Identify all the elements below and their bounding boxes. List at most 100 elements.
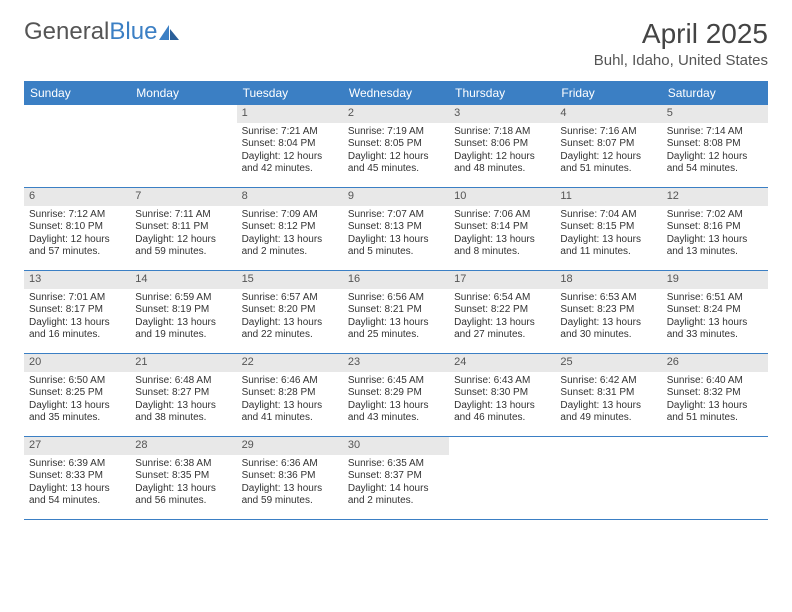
daylight-text: Daylight: 13 hours and 41 minutes. xyxy=(242,400,338,425)
sunrise-text: Sunrise: 6:53 AM xyxy=(560,292,656,305)
cell-body: Sunrise: 7:11 AMSunset: 8:11 PMDaylight:… xyxy=(130,206,236,263)
sunrise-text: Sunrise: 6:42 AM xyxy=(560,375,656,388)
sunset-text: Sunset: 8:06 PM xyxy=(454,138,550,151)
calendar-cell: 4Sunrise: 7:16 AMSunset: 8:07 PMDaylight… xyxy=(555,105,661,187)
calendar-cell: 27Sunrise: 6:39 AMSunset: 8:33 PMDayligh… xyxy=(24,437,130,519)
sunrise-text: Sunrise: 6:40 AM xyxy=(667,375,763,388)
sunset-text: Sunset: 8:27 PM xyxy=(135,387,231,400)
day-number: 1 xyxy=(237,105,343,123)
sunset-text: Sunset: 8:20 PM xyxy=(242,304,338,317)
cell-body: Sunrise: 7:01 AMSunset: 8:17 PMDaylight:… xyxy=(24,289,130,346)
daylight-text: Daylight: 12 hours and 51 minutes. xyxy=(560,151,656,176)
sunset-text: Sunset: 8:23 PM xyxy=(560,304,656,317)
cell-body: Sunrise: 6:51 AMSunset: 8:24 PMDaylight:… xyxy=(662,289,768,346)
cell-body: Sunrise: 7:07 AMSunset: 8:13 PMDaylight:… xyxy=(343,206,449,263)
daylight-text: Daylight: 13 hours and 59 minutes. xyxy=(242,483,338,508)
sunrise-text: Sunrise: 7:18 AM xyxy=(454,126,550,139)
day-header: Saturday xyxy=(662,81,768,105)
day-number: 21 xyxy=(130,354,236,372)
daylight-text: Daylight: 13 hours and 51 minutes. xyxy=(667,400,763,425)
calendar-cell: 25Sunrise: 6:42 AMSunset: 8:31 PMDayligh… xyxy=(555,354,661,436)
daylight-text: Daylight: 13 hours and 38 minutes. xyxy=(135,400,231,425)
cell-body: Sunrise: 6:56 AMSunset: 8:21 PMDaylight:… xyxy=(343,289,449,346)
cell-body: Sunrise: 6:50 AMSunset: 8:25 PMDaylight:… xyxy=(24,372,130,429)
day-number: 13 xyxy=(24,271,130,289)
sunrise-text: Sunrise: 6:48 AM xyxy=(135,375,231,388)
cell-body: Sunrise: 7:16 AMSunset: 8:07 PMDaylight:… xyxy=(555,123,661,180)
sunset-text: Sunset: 8:08 PM xyxy=(667,138,763,151)
day-number: 17 xyxy=(449,271,555,289)
sunset-text: Sunset: 8:10 PM xyxy=(29,221,125,234)
cell-body: Sunrise: 6:43 AMSunset: 8:30 PMDaylight:… xyxy=(449,372,555,429)
day-number: 3 xyxy=(449,105,555,123)
day-number: 24 xyxy=(449,354,555,372)
sunrise-text: Sunrise: 7:12 AM xyxy=(29,209,125,222)
daylight-text: Daylight: 14 hours and 2 minutes. xyxy=(348,483,444,508)
cell-body: Sunrise: 6:59 AMSunset: 8:19 PMDaylight:… xyxy=(130,289,236,346)
calendar-body: 1Sunrise: 7:21 AMSunset: 8:04 PMDaylight… xyxy=(24,105,768,520)
sunset-text: Sunset: 8:17 PM xyxy=(29,304,125,317)
sunset-text: Sunset: 8:04 PM xyxy=(242,138,338,151)
day-number: 26 xyxy=(662,354,768,372)
day-number: 19 xyxy=(662,271,768,289)
sunset-text: Sunset: 8:30 PM xyxy=(454,387,550,400)
sunset-text: Sunset: 8:36 PM xyxy=(242,470,338,483)
sunrise-text: Sunrise: 7:06 AM xyxy=(454,209,550,222)
calendar-cell xyxy=(662,437,768,519)
calendar-cell xyxy=(24,105,130,187)
calendar-cell: 2Sunrise: 7:19 AMSunset: 8:05 PMDaylight… xyxy=(343,105,449,187)
daylight-text: Daylight: 13 hours and 43 minutes. xyxy=(348,400,444,425)
calendar-week: 27Sunrise: 6:39 AMSunset: 8:33 PMDayligh… xyxy=(24,437,768,520)
sunset-text: Sunset: 8:37 PM xyxy=(348,470,444,483)
day-number: 29 xyxy=(237,437,343,455)
calendar-cell: 3Sunrise: 7:18 AMSunset: 8:06 PMDaylight… xyxy=(449,105,555,187)
daylight-text: Daylight: 13 hours and 2 minutes. xyxy=(242,234,338,259)
sunset-text: Sunset: 8:29 PM xyxy=(348,387,444,400)
calendar-cell: 9Sunrise: 7:07 AMSunset: 8:13 PMDaylight… xyxy=(343,188,449,270)
sunset-text: Sunset: 8:22 PM xyxy=(454,304,550,317)
sunrise-text: Sunrise: 7:16 AM xyxy=(560,126,656,139)
cell-body: Sunrise: 7:18 AMSunset: 8:06 PMDaylight:… xyxy=(449,123,555,180)
sunrise-text: Sunrise: 7:07 AM xyxy=(348,209,444,222)
sunset-text: Sunset: 8:14 PM xyxy=(454,221,550,234)
sunset-text: Sunset: 8:16 PM xyxy=(667,221,763,234)
calendar-cell xyxy=(555,437,661,519)
day-header: Friday xyxy=(555,81,661,105)
day-number: 11 xyxy=(555,188,661,206)
calendar-cell: 17Sunrise: 6:54 AMSunset: 8:22 PMDayligh… xyxy=(449,271,555,353)
daylight-text: Daylight: 13 hours and 8 minutes. xyxy=(454,234,550,259)
daylight-text: Daylight: 13 hours and 5 minutes. xyxy=(348,234,444,259)
cell-body: Sunrise: 6:38 AMSunset: 8:35 PMDaylight:… xyxy=(130,455,236,512)
day-number: 2 xyxy=(343,105,449,123)
sunset-text: Sunset: 8:07 PM xyxy=(560,138,656,151)
daylight-text: Daylight: 13 hours and 16 minutes. xyxy=(29,317,125,342)
cell-body: Sunrise: 6:57 AMSunset: 8:20 PMDaylight:… xyxy=(237,289,343,346)
day-header: Monday xyxy=(130,81,236,105)
day-number: 14 xyxy=(130,271,236,289)
sunrise-text: Sunrise: 6:35 AM xyxy=(348,458,444,471)
calendar-cell: 5Sunrise: 7:14 AMSunset: 8:08 PMDaylight… xyxy=(662,105,768,187)
cell-body: Sunrise: 7:02 AMSunset: 8:16 PMDaylight:… xyxy=(662,206,768,263)
day-number: 28 xyxy=(130,437,236,455)
calendar: Sunday Monday Tuesday Wednesday Thursday… xyxy=(24,81,768,520)
day-number: 5 xyxy=(662,105,768,123)
day-number: 30 xyxy=(343,437,449,455)
daylight-text: Daylight: 13 hours and 13 minutes. xyxy=(667,234,763,259)
sunrise-text: Sunrise: 6:46 AM xyxy=(242,375,338,388)
day-number: 23 xyxy=(343,354,449,372)
calendar-cell: 26Sunrise: 6:40 AMSunset: 8:32 PMDayligh… xyxy=(662,354,768,436)
calendar-cell: 18Sunrise: 6:53 AMSunset: 8:23 PMDayligh… xyxy=(555,271,661,353)
calendar-cell: 22Sunrise: 6:46 AMSunset: 8:28 PMDayligh… xyxy=(237,354,343,436)
month-title: April 2025 xyxy=(594,18,768,50)
cell-body: Sunrise: 6:45 AMSunset: 8:29 PMDaylight:… xyxy=(343,372,449,429)
day-header: Sunday xyxy=(24,81,130,105)
cell-body: Sunrise: 7:06 AMSunset: 8:14 PMDaylight:… xyxy=(449,206,555,263)
sunrise-text: Sunrise: 7:09 AM xyxy=(242,209,338,222)
sunrise-text: Sunrise: 6:57 AM xyxy=(242,292,338,305)
sunset-text: Sunset: 8:24 PM xyxy=(667,304,763,317)
calendar-week: 13Sunrise: 7:01 AMSunset: 8:17 PMDayligh… xyxy=(24,271,768,354)
logo-part1: General xyxy=(24,18,109,46)
calendar-cell: 14Sunrise: 6:59 AMSunset: 8:19 PMDayligh… xyxy=(130,271,236,353)
sunrise-text: Sunrise: 7:14 AM xyxy=(667,126,763,139)
calendar-cell: 7Sunrise: 7:11 AMSunset: 8:11 PMDaylight… xyxy=(130,188,236,270)
